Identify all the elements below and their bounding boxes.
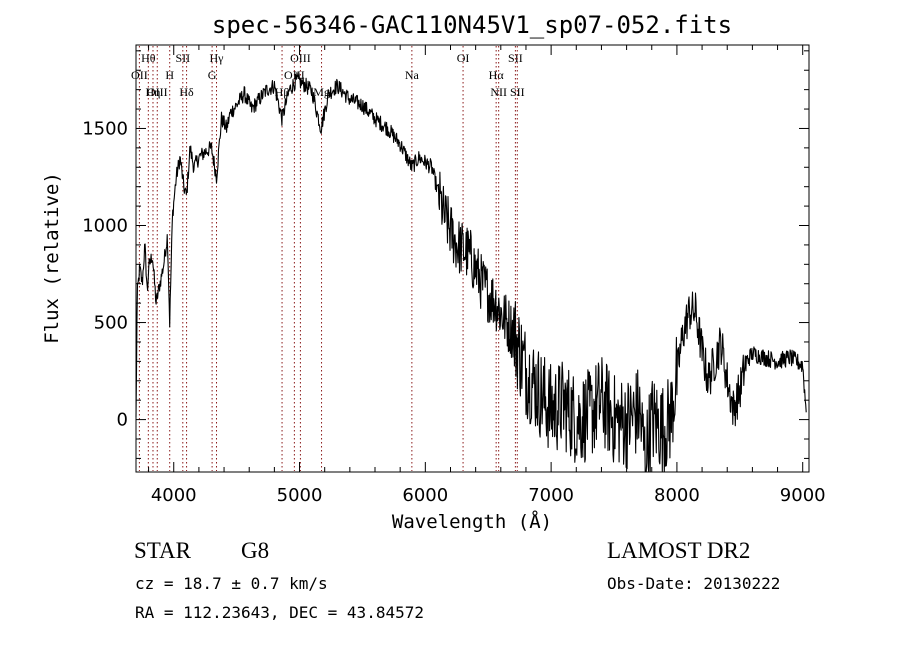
redshift-label: cz = 18.7 ± 0.7 km/s <box>135 574 328 593</box>
line-marker-label: H <box>165 68 174 82</box>
y-axis-label: Flux (relative) <box>41 172 63 344</box>
line-marker-label: OI <box>457 51 470 65</box>
spectrum-plot <box>135 71 807 473</box>
line-marker-label: Hβ <box>275 85 290 99</box>
line-marker-label: OIII <box>290 51 311 65</box>
object-subclass-label: G8 <box>241 538 270 563</box>
line-marker-label: Hα <box>489 68 505 82</box>
y-tick-label: 500 <box>94 313 128 334</box>
x-tick-label: 4000 <box>151 485 197 506</box>
y-tick-label: 1500 <box>82 118 128 139</box>
line-marker-label: NII <box>490 85 507 99</box>
line-marker-label: Hθ <box>141 51 156 65</box>
y-tick-label: 1000 <box>82 216 128 237</box>
obs-date-label: Obs-Date: 20130222 <box>607 574 781 593</box>
x-tick-label: 5000 <box>277 485 323 506</box>
line-marker-label: OII <box>131 68 148 82</box>
line-marker-label: Hγ <box>210 51 225 65</box>
object-class-label: STAR <box>134 538 191 563</box>
y-axis-ticks: 0 500 1000 1500 <box>82 50 809 459</box>
line-marker-label: Na <box>405 68 420 82</box>
x-tick-label: 6000 <box>402 485 448 506</box>
x-tick-label: 7000 <box>528 485 574 506</box>
chart-title: spec-56346-GAC110N45V1_sp07-052.fits <box>212 11 732 39</box>
line-marker-label: OIII <box>147 85 168 99</box>
line-marker-label: SII <box>508 51 523 65</box>
x-axis-ticks: 4000 5000 6000 7000 8000 9000 <box>148 45 826 506</box>
line-marker-label: SII <box>510 85 525 99</box>
y-tick-label: 0 <box>117 410 128 431</box>
x-axis-label: Wavelength (Å) <box>392 510 552 533</box>
x-tick-label: 9000 <box>780 485 826 506</box>
line-marker-label: SII <box>175 51 190 65</box>
line-marker-label: Hη <box>146 85 161 99</box>
plot-frame <box>135 44 810 473</box>
line-marker-label: Mg <box>313 85 330 99</box>
survey-label: LAMOST DR2 <box>607 538 751 563</box>
spectrum-line <box>135 71 807 473</box>
line-marker-label: G <box>208 68 217 82</box>
x-tick-label: 8000 <box>654 485 700 506</box>
line-marker-label: Hδ <box>179 85 194 99</box>
coordinates-label: RA = 112.23643, DEC = 43.84572 <box>135 603 424 622</box>
